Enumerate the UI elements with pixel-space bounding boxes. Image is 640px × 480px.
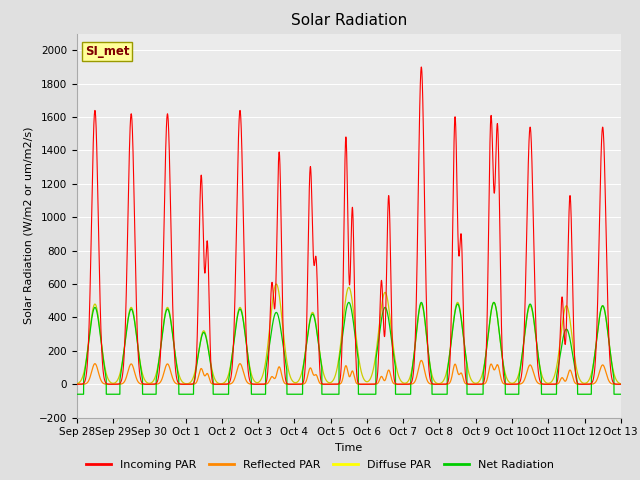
X-axis label: Time: Time <box>335 443 362 453</box>
Title: Solar Radiation: Solar Radiation <box>291 13 407 28</box>
Text: SI_met: SI_met <box>85 45 129 58</box>
Legend: Incoming PAR, Reflected PAR, Diffuse PAR, Net Radiation: Incoming PAR, Reflected PAR, Diffuse PAR… <box>82 456 558 474</box>
Y-axis label: Solar Radiation (W/m2 or um/m2/s): Solar Radiation (W/m2 or um/m2/s) <box>23 127 33 324</box>
